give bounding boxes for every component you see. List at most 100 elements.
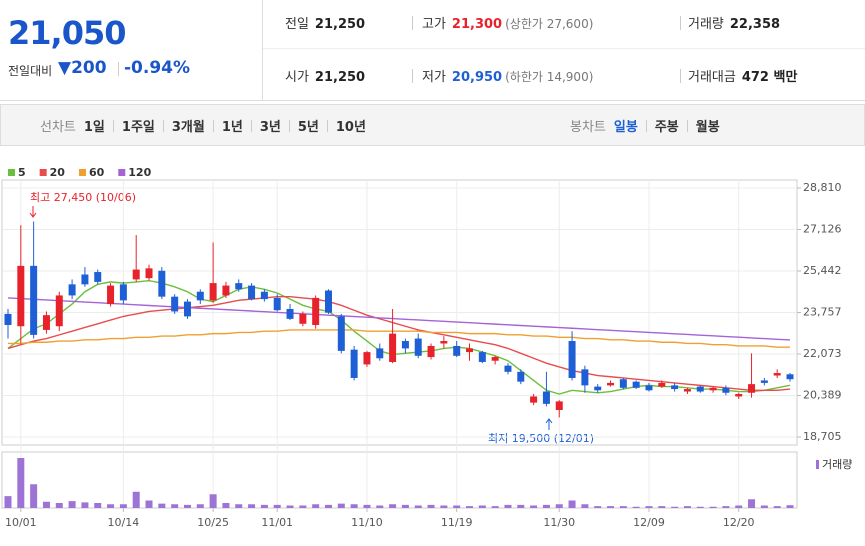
y-tick-label: 25,442: [803, 264, 842, 277]
period-button[interactable]: 10년: [335, 120, 366, 135]
legend-swatch: [78, 169, 86, 176]
price: 21,050: [8, 14, 126, 52]
separator: [212, 119, 214, 132]
period-button[interactable]: 주봉: [654, 120, 679, 135]
divider: [0, 100, 865, 101]
period-button[interactable]: 1일: [83, 120, 105, 135]
candle-body: [555, 401, 563, 411]
volume-bar: [735, 505, 743, 508]
volume-bar: [68, 501, 76, 508]
candle-body: [658, 382, 666, 387]
low-arrow-head: [545, 418, 553, 424]
volume-bar: [555, 504, 563, 508]
line-chart-periods: 선차트 1일 1주일 3개월 1년 3년 5년 10년: [40, 116, 366, 135]
candle-body: [401, 341, 409, 349]
candle-body: [350, 349, 358, 378]
info-value: 22,358: [729, 17, 781, 32]
candle-body: [209, 283, 217, 301]
y-tick-label: 22,073: [803, 347, 842, 360]
candle-body: [722, 387, 730, 393]
info-label: 고가: [422, 17, 446, 32]
separator: [680, 16, 681, 30]
candle-body: [171, 296, 179, 312]
y-tick-label: 28,810: [803, 181, 842, 194]
ma-line: [7, 295, 791, 391]
x-tick-label: 10/01: [5, 516, 37, 529]
change-rate: -0.94%: [124, 58, 191, 78]
volume-bar: [81, 502, 89, 508]
period-button[interactable]: 3년: [259, 120, 281, 135]
volume-bar: [299, 505, 307, 508]
volume-bar: [273, 504, 281, 508]
x-tick-label: 10/14: [108, 516, 140, 529]
volume-bar: [286, 505, 294, 508]
period-button[interactable]: 월봉: [695, 120, 720, 135]
period-button[interactable]: 5년: [297, 120, 319, 135]
volume-bar: [542, 504, 550, 508]
x-tick-label: 11/01: [261, 516, 293, 529]
candle-body: [30, 265, 38, 335]
legend-label: 5: [18, 166, 26, 179]
candle-body: [453, 345, 461, 356]
candle-body: [581, 369, 589, 386]
candle-body: [145, 268, 153, 279]
candle-body: [337, 316, 345, 351]
candle-body: [81, 274, 89, 285]
candle-body: [466, 348, 474, 353]
info-cell: 전일 21,250: [285, 13, 365, 32]
volume-bar: [517, 504, 525, 508]
toolbar-label: 선차트: [40, 120, 76, 135]
toolbar-label: 봉차트: [570, 120, 606, 135]
volume-bar: [491, 506, 499, 508]
volume-bar: [248, 504, 256, 508]
candle-body: [42, 315, 50, 330]
volume-bar: [594, 506, 602, 508]
separator: [250, 119, 252, 132]
volume-bar: [453, 505, 461, 508]
volume-bar: [376, 505, 384, 508]
volume-bar: [363, 504, 371, 508]
volume-bar: [17, 458, 25, 508]
info-value: 21,250: [314, 70, 366, 85]
candle-body: [260, 291, 268, 300]
candle-body: [568, 341, 576, 378]
legend-swatch: [118, 169, 126, 176]
candle-body: [671, 385, 679, 390]
legend-label: 20: [50, 166, 66, 179]
separator: [112, 119, 114, 132]
candle-body: [683, 389, 691, 392]
candle-body: [517, 371, 525, 382]
period-button[interactable]: 1년: [221, 120, 243, 135]
volume-bar: [196, 504, 204, 508]
x-tick-label: 12/09: [633, 516, 665, 529]
candle-body: [222, 285, 230, 296]
y-tick-label: 27,126: [803, 223, 842, 236]
separator: [680, 69, 681, 83]
info-cell: 거래량 22,358: [688, 13, 780, 32]
volume-bar: [55, 503, 63, 508]
volume-bar: [42, 501, 50, 508]
high-annotation: 최고 27,450 (10/06): [30, 191, 136, 204]
candle-body: [4, 313, 12, 326]
volume-bar: [235, 504, 243, 508]
candle-body: [248, 285, 256, 300]
candle-body: [312, 297, 320, 326]
candle-body: [696, 386, 704, 392]
period-button[interactable]: 일봉: [613, 120, 638, 135]
volume-bar: [581, 504, 589, 508]
candle-body: [542, 391, 550, 404]
info-label: 전일: [285, 17, 309, 32]
period-button[interactable]: 3개월: [171, 120, 205, 135]
legend-swatch: [39, 169, 47, 176]
volume-bar: [350, 504, 358, 508]
period-button[interactable]: 1주일: [121, 120, 155, 135]
legend-label: 60: [89, 166, 105, 179]
x-tick-label: 11/19: [441, 516, 473, 529]
candle-body: [760, 380, 768, 383]
legend-label: 120: [128, 166, 151, 179]
candle-body: [709, 387, 717, 391]
info-cell: 거래대금 472 백만: [688, 66, 797, 85]
candle-body: [632, 381, 640, 388]
candle-body: [363, 352, 371, 365]
